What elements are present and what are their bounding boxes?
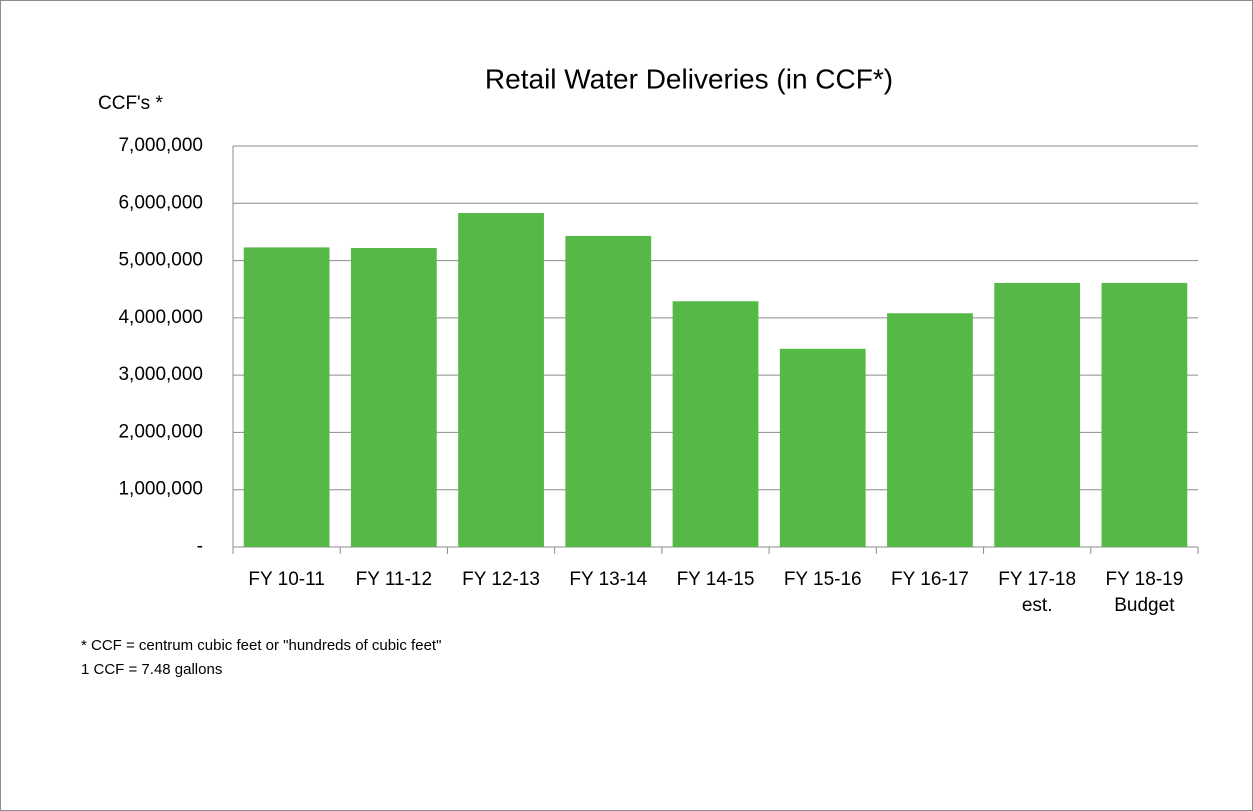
y-tick-label: 6,000,000 — [118, 192, 203, 213]
x-tick-label: FY 15-16 — [783, 569, 862, 590]
y-axis-label: CCF's * — [98, 93, 163, 114]
bar — [458, 213, 544, 547]
x-tick-label: FY 10-11 — [248, 569, 325, 590]
y-tick-label: 2,000,000 — [118, 421, 203, 442]
x-tick-label: FY 14-15 — [676, 569, 755, 590]
bar — [565, 235, 652, 547]
y-tick-label: 7,000,000 — [118, 135, 203, 156]
x-tick-label: FY 18-19 Budget — [1105, 569, 1184, 616]
y-tick-label: - — [197, 536, 203, 557]
bar — [243, 247, 330, 547]
y-tick-label: 3,000,000 — [118, 364, 203, 385]
bar — [1101, 282, 1188, 547]
bar — [779, 348, 866, 547]
chart-title: Retail Water Deliveries (in CCF*) — [485, 63, 893, 94]
bar — [887, 313, 973, 547]
footnote: * CCF = centrum cubic feet or "hundreds … — [81, 637, 442, 654]
x-tick-label: FY 11-12 — [355, 569, 433, 590]
bar — [994, 282, 1081, 547]
x-tick-label: FY 12-13 — [462, 569, 540, 590]
y-tick-label: 5,000,000 — [118, 250, 203, 271]
x-tick-label: FY 13-14 — [569, 569, 648, 590]
y-tick-label: 1,000,000 — [118, 479, 203, 500]
x-tick-label: FY 17-18 est. — [998, 569, 1077, 616]
footnote: 1 CCF = 7.48 gallons — [81, 661, 223, 678]
x-tick-label: FY 16-17 — [891, 569, 969, 590]
bar — [672, 301, 759, 547]
y-tick-label: 4,000,000 — [118, 307, 203, 328]
bar — [350, 247, 437, 547]
